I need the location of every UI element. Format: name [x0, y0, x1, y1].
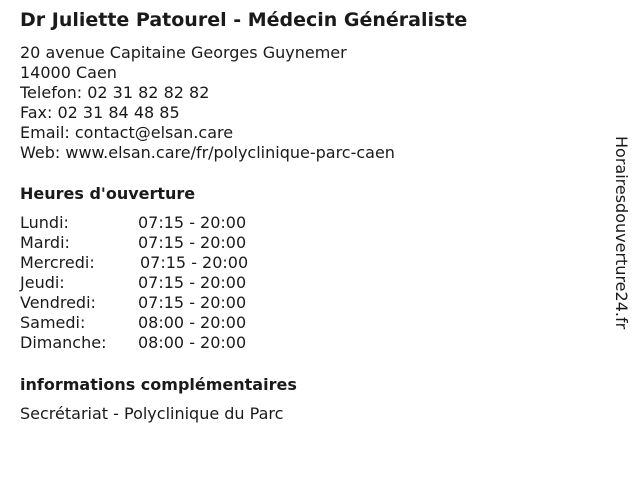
extra-info-text: Secrétariat - Polyclinique du Parc [20, 404, 284, 423]
time: 07:15 - 20:00 [138, 213, 247, 232]
street-address: 20 avenue Capitaine Georges Guynemer [20, 43, 347, 62]
city: 14000 Caen [20, 63, 117, 82]
phone: Telefon: 02 31 82 82 82 [20, 83, 210, 102]
hours-row: Vendredi: 07:15 - 20:00 [20, 293, 320, 313]
hours-row: Samedi: 08:00 - 20:00 [20, 313, 320, 333]
day: Jeudi: [20, 273, 65, 292]
day: Vendredi: [20, 293, 96, 312]
contact-block: 20 avenue Capitaine Georges Guynemer 140… [20, 43, 395, 163]
time: 07:15 - 20:00 [138, 293, 247, 312]
time: 07:15 - 20:00 [138, 273, 247, 292]
time: 08:00 - 20:00 [138, 333, 247, 352]
hours-table: Lundi: 07:15 - 20:00 Mardi: 07:15 - 20:00 … [20, 213, 320, 353]
time: 07:15 - 20:00 [140, 253, 249, 272]
day: Mercredi: [20, 253, 95, 272]
day: Mardi: [20, 233, 70, 252]
hours-row: Dimanche: 08:00 - 20:00 [20, 333, 320, 353]
side-brand: Horairesdouverture24.fr [612, 136, 631, 330]
day: Samedi: [20, 313, 86, 332]
time: 08:00 - 20:00 [138, 313, 247, 332]
hours-row: Mercredi: 07:15 - 20:00 [20, 253, 320, 273]
hours-row: Lundi: 07:15 - 20:00 [20, 213, 320, 233]
hours-row: Mardi: 07:15 - 20:00 [20, 233, 320, 253]
page-title: Dr Juliette Patourel - Médecin Généralis… [20, 9, 468, 31]
hours-heading: Heures d'ouverture [20, 184, 196, 203]
fax: Fax: 02 31 84 48 85 [20, 103, 180, 122]
day: Dimanche: [20, 333, 107, 352]
email: Email: contact@elsan.care [20, 123, 234, 142]
extra-info-heading: informations complémentaires [20, 375, 297, 394]
website: Web: www.elsan.care/fr/polyclinique-parc… [20, 143, 395, 162]
day: Lundi: [20, 213, 69, 232]
hours-row: Jeudi: 07:15 - 20:00 [20, 273, 320, 293]
time: 07:15 - 20:00 [138, 233, 247, 252]
